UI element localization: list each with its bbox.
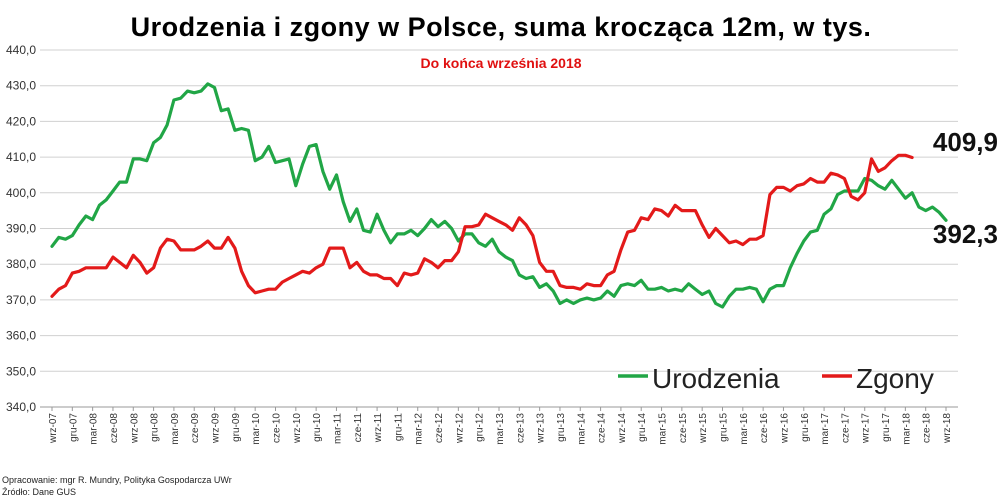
x-tick-label: mar-15 (658, 413, 669, 445)
x-tick-label: cze-15 (678, 413, 689, 443)
x-tick-label: cze-09 (190, 413, 201, 443)
grid-layer (40, 49, 958, 408)
series-layer (50, 82, 948, 309)
x-tick-label: cze-18 (922, 413, 933, 443)
y-tick-label: 410,0 (6, 150, 36, 164)
y-tick-label: 440,0 (6, 43, 36, 57)
x-tick-label: wrz-15 (698, 413, 709, 444)
x-tick-label: cze-10 (272, 413, 283, 443)
x-tick-label: mar-08 (89, 413, 100, 445)
end-labels: 409,9 392,3 (933, 127, 998, 249)
y-tick-label: 420,0 (6, 114, 36, 128)
y-tick-label: 430,0 (6, 79, 36, 93)
y-tick-label: 370,0 (6, 293, 36, 307)
x-tick-label: wrz-09 (211, 413, 222, 444)
x-tick-label: gru-13 (556, 413, 567, 442)
x-tick-label: gru-14 (637, 413, 648, 442)
x-tick-label: cze-17 (840, 413, 851, 443)
x-axis: wrz-07 gru-07 mar-08 cze-08 wrz-08 gru-08 mar-… (40, 406, 958, 445)
x-tick-label: mar-12 (414, 413, 425, 445)
x-tick-label: mar-16 (739, 413, 750, 445)
x-tick-label: wrz-14 (617, 413, 628, 444)
y-tick-label: 390,0 (6, 222, 36, 236)
x-tick-label: mar-17 (820, 413, 831, 445)
end-label-deaths: 409,9 (933, 127, 998, 157)
series-line-births (50, 82, 948, 309)
x-tick-label: wrz-16 (779, 413, 790, 444)
chart-title: Urodzenia i zgony w Polsce, suma krocząc… (130, 12, 872, 42)
x-tick-label: mar-09 (170, 413, 181, 445)
x-tick-label: wrz-10 (292, 413, 303, 444)
x-tick-label: mar-13 (495, 413, 506, 445)
y-axis: 340,0 350,0 360,0 370,0 380,0 390,0 400,0 410,0… (6, 43, 36, 414)
x-tick-label: mar-11 (332, 413, 343, 444)
x-tick-label: wrz-12 (454, 413, 465, 444)
x-tick-label: mar-18 (901, 413, 912, 445)
y-tick-label: 350,0 (6, 364, 36, 378)
x-tick-label: gru-15 (719, 413, 730, 442)
x-tick-label: gru-12 (475, 413, 486, 442)
x-tick-label: gru-17 (881, 413, 892, 442)
x-tick-label: wrz-18 (942, 413, 953, 444)
x-tick-label: gru-16 (800, 413, 811, 442)
x-tick-label: gru-07 (68, 413, 79, 442)
y-tick-label: 360,0 (6, 329, 36, 343)
x-tick-label: cze-14 (597, 413, 608, 443)
end-label-births: 392,3 (933, 219, 998, 249)
x-tick-label: cze-11 (353, 413, 364, 443)
footer-source: Źródło: Dane GUS (2, 487, 77, 497)
footer-author: Opracowanie: mgr R. Mundry, Polityka Gos… (2, 475, 232, 485)
x-tick-label: cze-08 (109, 413, 120, 443)
x-tick-label: wrz-11 (373, 413, 384, 444)
legend: Urodzenia Zgony (618, 363, 934, 394)
x-tick-label: cze-12 (434, 413, 445, 443)
x-tick-label: gru-09 (231, 413, 242, 442)
legend-label-deaths: Zgony (856, 363, 934, 394)
x-tick-label: gru-08 (150, 413, 161, 442)
x-tick-label: mar-14 (576, 413, 587, 445)
x-tick-label: mar-10 (251, 413, 262, 445)
series-line-deaths (50, 153, 914, 298)
chart-subtitle: Do końca września 2018 (420, 55, 582, 71)
x-tick-label: wrz-07 (48, 413, 59, 444)
legend-label-births: Urodzenia (652, 363, 780, 394)
y-tick-label: 340,0 (6, 400, 36, 414)
x-tick-label: cze-16 (759, 413, 770, 443)
x-tick-label: gru-11 (393, 413, 404, 442)
x-tick-label: cze-13 (515, 413, 526, 443)
x-tick-label: wrz-13 (536, 413, 547, 444)
y-tick-label: 380,0 (6, 257, 36, 271)
y-tick-label: 400,0 (6, 186, 36, 200)
x-tick-label: wrz-08 (129, 413, 140, 444)
x-tick-label: gru-10 (312, 413, 323, 442)
x-tick-label: wrz-17 (861, 413, 872, 444)
